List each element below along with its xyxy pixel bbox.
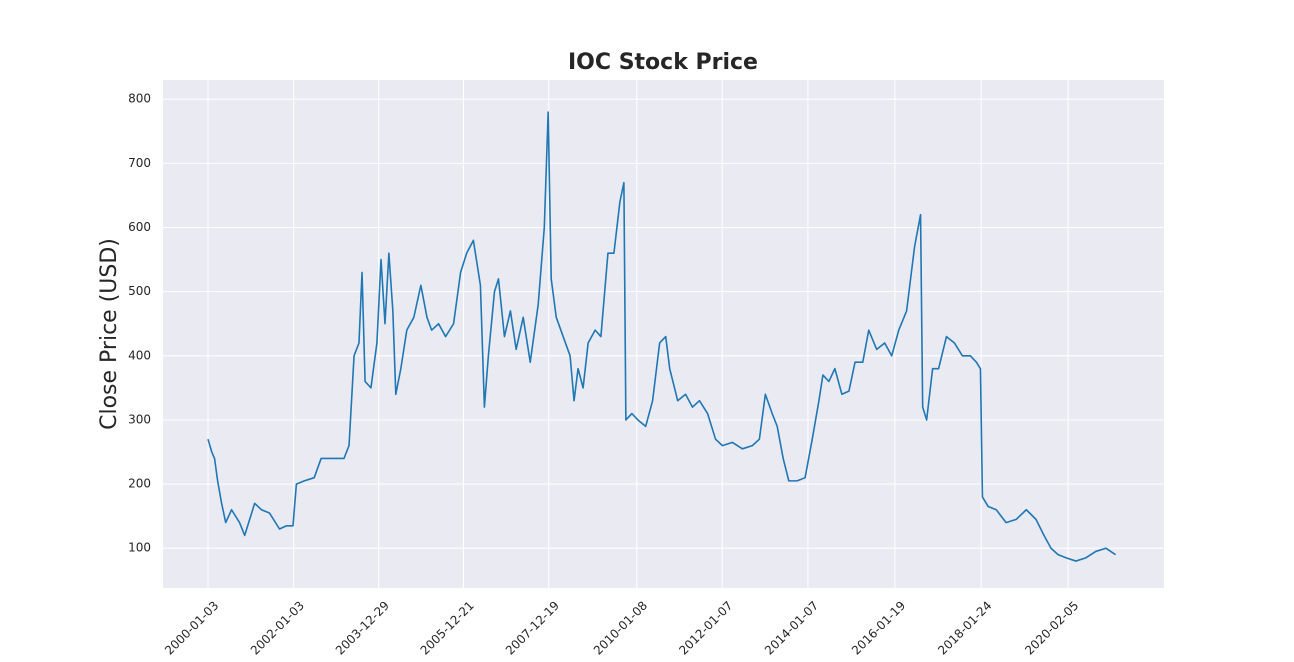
y-tick-label: 300 xyxy=(128,412,151,426)
chart-title: IOC Stock Price xyxy=(568,50,758,75)
y-tick-label: 200 xyxy=(128,477,151,491)
x-tick-label: 2000-01-03 xyxy=(162,598,221,657)
x-tick-label: 2018-01-24 xyxy=(935,598,994,657)
plot-area xyxy=(163,80,1164,588)
x-tick-label: 2020-02-05 xyxy=(1022,598,1081,657)
y-tick-label: 600 xyxy=(128,220,151,234)
x-tick-label: 2005-12-21 xyxy=(418,598,477,657)
x-tick-label: 2016-01-19 xyxy=(849,598,908,657)
x-tick-label: 2012-01-07 xyxy=(676,598,735,657)
x-tick-label: 2014-01-07 xyxy=(762,598,821,657)
y-tick-label: 500 xyxy=(128,284,151,298)
y-axis-label: Close Price (USD) xyxy=(97,238,122,430)
y-tick-label: 700 xyxy=(128,156,151,170)
y-tick-label: 400 xyxy=(128,348,151,362)
price-line xyxy=(207,111,1117,562)
y-tick-label: 800 xyxy=(128,92,151,106)
y-tick-label: 100 xyxy=(128,541,151,555)
x-tick-label: 2003-12-29 xyxy=(333,598,392,657)
x-tick-label: 2010-01-08 xyxy=(591,598,650,657)
x-tick-label: 2002-01-03 xyxy=(248,598,307,657)
x-tick-label: 2007-12-19 xyxy=(503,598,562,657)
